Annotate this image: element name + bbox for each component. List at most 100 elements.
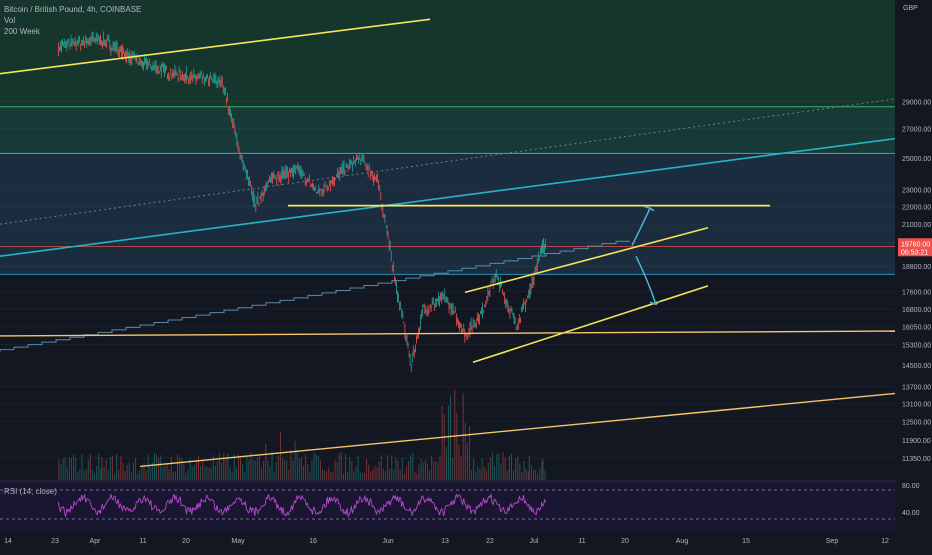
- volume-bar-244: [313, 452, 315, 480]
- volume-bar-368: [443, 414, 445, 480]
- volume-bar-108: [170, 457, 172, 480]
- volume-bar-438: [517, 456, 519, 480]
- volume-bar-50: [109, 457, 111, 480]
- volume-bar-388: [464, 422, 466, 480]
- volume-bar-306: [378, 461, 380, 480]
- volume-bar-214: [282, 458, 284, 480]
- volume-bar-86: [147, 454, 149, 480]
- volume-bar-200: [267, 460, 269, 480]
- volume-bar-242: [311, 460, 313, 480]
- volume-bar-448: [527, 471, 529, 480]
- zone-blue: [0, 153, 895, 275]
- trendline-top-yellow: [0, 18, 431, 75]
- volume-bar-418: [496, 453, 498, 480]
- volume-bar-202: [269, 466, 271, 480]
- volume-bar-48: [107, 470, 109, 480]
- x-tick-0: 14: [4, 538, 12, 545]
- volume-bar-450: [528, 455, 530, 480]
- volume-bar-430: [508, 455, 510, 480]
- volume-bar-186: [252, 459, 254, 480]
- y-tick-3: 23000.00: [902, 188, 931, 195]
- volume-bar-428: [506, 470, 508, 480]
- volume-bar-16: [75, 458, 77, 480]
- volume-bar-96: [158, 457, 160, 480]
- volume-bar-0: [58, 459, 60, 480]
- volume-bar-76: [137, 473, 139, 480]
- volume-bar-10: [68, 457, 70, 480]
- volume-bar-414: [492, 452, 494, 480]
- arrow-down-path: [635, 255, 657, 305]
- volume-bar-218: [286, 460, 288, 480]
- volume-bar-266: [336, 462, 338, 480]
- volume-bar-340: [414, 472, 416, 480]
- volume-bar-276: [347, 471, 349, 480]
- ma-200-week-line: [0, 240, 630, 353]
- rsi-line: [57, 493, 547, 519]
- volume-bar-432: [510, 453, 512, 480]
- volume-bar-324: [397, 460, 399, 480]
- volume-bar-170: [235, 467, 237, 480]
- x-tick-15: Sep: [826, 538, 839, 545]
- volume-bar-260: [330, 472, 332, 480]
- price-tag: [898, 238, 932, 257]
- channel-upper: [464, 227, 709, 294]
- volume-bar-352: [426, 463, 428, 480]
- volume-bar-370: [445, 447, 447, 480]
- ma-200-week-label: 200 Week: [4, 27, 40, 36]
- volume-bar-400: [477, 465, 479, 480]
- rsi-tick-0: 80.00: [902, 483, 920, 490]
- volume-bar-80: [141, 465, 143, 480]
- volume-bar-296: [368, 464, 370, 480]
- volume-bar-204: [271, 451, 273, 480]
- x-tick-13: Aug: [676, 538, 689, 545]
- volume-bar-176: [242, 463, 244, 480]
- volume-bar-198: [265, 443, 267, 480]
- y-tick-7: 18800.00: [902, 264, 931, 271]
- volume-bar-288: [359, 471, 361, 480]
- x-tick-12: 20: [621, 538, 629, 545]
- support-line-15800: [0, 330, 896, 337]
- volume-bar-180: [246, 456, 248, 480]
- volume-bar-64: [124, 470, 126, 480]
- volume-bar-38: [98, 453, 100, 480]
- volume-bar-254: [324, 470, 326, 480]
- volume-bar-162: [227, 453, 229, 480]
- volume-bar-32: [92, 470, 93, 480]
- volume-bar-150: [214, 465, 216, 480]
- volume-bar-230: [298, 459, 300, 480]
- arrow-up-head: [643, 205, 655, 212]
- volume-bar-210: [277, 455, 279, 480]
- volume-bar-132: [195, 460, 197, 480]
- volume-bar-116: [179, 457, 181, 480]
- volume-bar-270: [340, 452, 342, 480]
- volume-bar-238: [307, 464, 309, 480]
- volume-bar-194: [261, 466, 263, 480]
- volume-bar-376: [452, 457, 454, 480]
- volume-bar-330: [403, 473, 405, 480]
- volume-bar-462: [541, 461, 543, 480]
- volume-bar-130: [193, 464, 195, 480]
- volume-bar-90: [151, 462, 153, 480]
- y-tick-13: 13700.00: [902, 384, 931, 391]
- volume-bar-74: [135, 458, 137, 480]
- y-tick-11: 15300.00: [902, 342, 931, 349]
- y-tick-4: 22000.00: [902, 204, 931, 211]
- volume-bar-14: [73, 453, 75, 480]
- y-tick-8: 17600.00: [902, 289, 931, 296]
- volume-bar-250: [319, 459, 321, 480]
- volume-bar-226: [294, 440, 296, 480]
- volume-bar-92: [153, 453, 155, 480]
- volume-bar-282: [353, 471, 355, 480]
- volume-bar-228: [296, 449, 298, 480]
- volume-bar-118: [181, 458, 183, 480]
- x-tick-1: 23: [51, 538, 59, 545]
- volume-bar-322: [395, 457, 397, 480]
- rsi-tick-1: 40.00: [902, 510, 920, 517]
- x-tick-2: Apr: [90, 538, 102, 545]
- volume-bar-372: [447, 405, 449, 480]
- volume-bar-156: [221, 462, 223, 480]
- volume-bar-12: [71, 458, 72, 480]
- x-tick-3: 11: [139, 538, 146, 545]
